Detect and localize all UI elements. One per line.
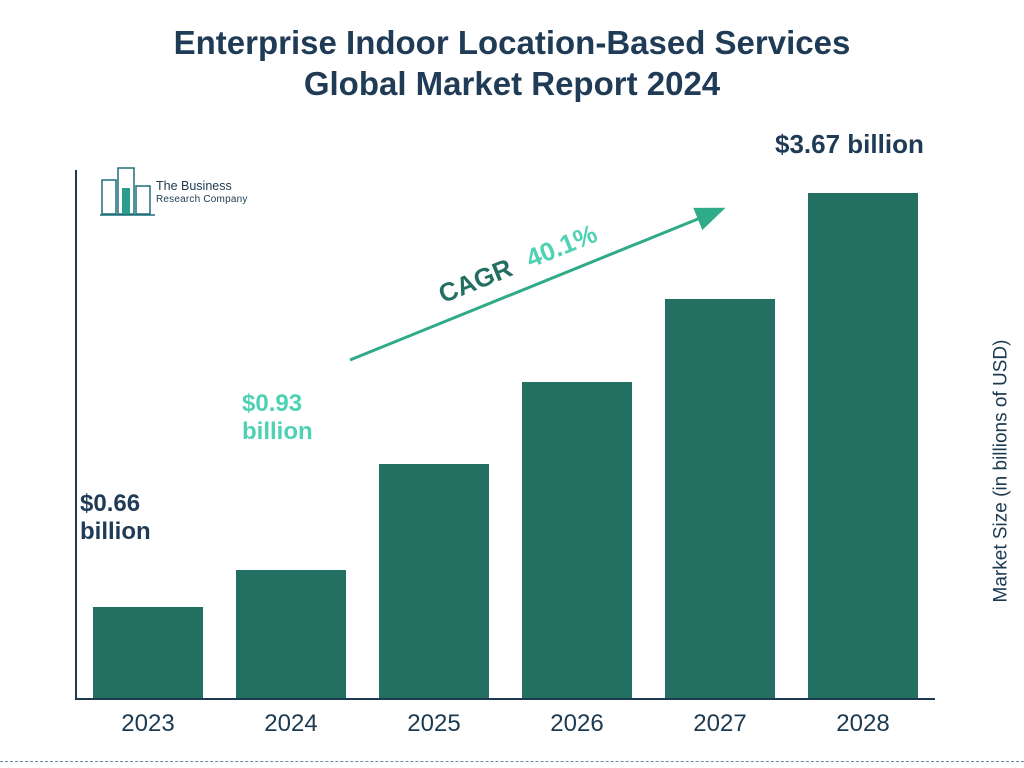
y-axis-title: Market Size (in billions of USD) <box>990 340 1012 603</box>
value-callout-2: $3.67 billion <box>775 130 924 160</box>
x-label-2028: 2028 <box>798 710 928 738</box>
trend-arrow-icon <box>340 200 740 370</box>
x-label-2023: 2023 <box>83 710 213 738</box>
x-label-2025: 2025 <box>369 710 499 738</box>
x-label-2027: 2027 <box>655 710 785 738</box>
chart-title: Enterprise Indoor Location-Based Service… <box>0 0 1024 105</box>
value-callout-0: $0.66billion <box>80 490 151 545</box>
x-label-2026: 2026 <box>512 710 642 738</box>
footer-divider <box>0 761 1024 762</box>
title-line-1: Enterprise Indoor Location-Based Service… <box>0 22 1024 63</box>
cagr-annotation: CAGR 40.1% <box>340 200 740 350</box>
bar-2024 <box>236 570 346 698</box>
chart-container: Enterprise Indoor Location-Based Service… <box>0 0 1024 768</box>
title-line-2: Global Market Report 2024 <box>0 63 1024 104</box>
y-axis-line <box>75 170 77 700</box>
bar-2025 <box>379 464 489 698</box>
bar-2023 <box>93 607 203 698</box>
bar-2028 <box>808 193 918 698</box>
x-axis-line <box>75 698 935 700</box>
bar-2026 <box>522 382 632 698</box>
x-label-2024: 2024 <box>226 710 356 738</box>
value-callout-1: $0.93billion <box>242 390 313 445</box>
